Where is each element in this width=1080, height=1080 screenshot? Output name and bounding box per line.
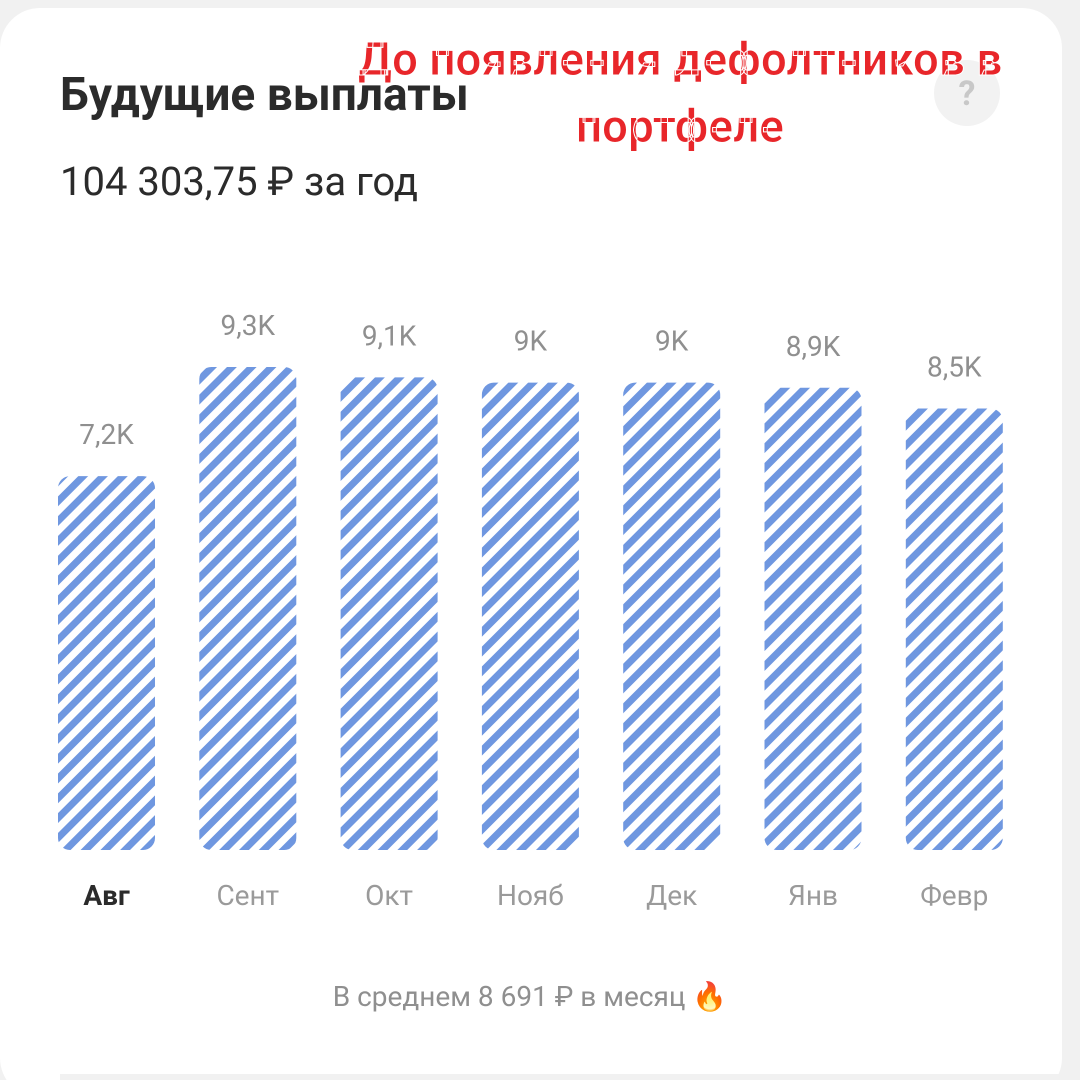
x-tick-label: Сент xyxy=(216,879,279,912)
value-label: 9K xyxy=(655,325,689,358)
help-button[interactable] xyxy=(934,60,1000,126)
x-tick-label: Янв xyxy=(788,879,838,912)
bar xyxy=(905,408,1003,850)
bar xyxy=(481,382,579,850)
divider xyxy=(60,1074,1060,1080)
subtitle: 104 303,75 ₽ за год xyxy=(60,158,418,205)
value-label: 9,1K xyxy=(362,319,417,352)
title: Будущие выплаты xyxy=(60,68,469,122)
bar xyxy=(58,476,155,850)
value-label: 8,5K xyxy=(927,351,982,384)
bar xyxy=(764,387,862,850)
value-label: 9,3K xyxy=(221,309,276,342)
annotation: портфеле xyxy=(576,100,784,154)
bar xyxy=(623,382,721,850)
annotation: До появления дефолтников в xyxy=(358,33,1003,87)
x-tick-label: Дек xyxy=(646,879,697,912)
value-label: 9K xyxy=(514,325,548,358)
bar xyxy=(340,377,438,850)
bar xyxy=(199,367,297,850)
footer: В среднем 8 691 ₽ в месяц 🔥 xyxy=(333,980,728,1013)
x-tick-label: Авг xyxy=(83,879,130,912)
x-tick-label: Нояб xyxy=(497,879,564,912)
x-tick-label: Окт xyxy=(365,879,413,912)
value-label: 7,2K xyxy=(79,418,134,451)
x-tick-label: Февр xyxy=(920,879,988,912)
value-label: 8,9K xyxy=(786,330,841,363)
help-icon[interactable]: ? xyxy=(959,74,976,114)
